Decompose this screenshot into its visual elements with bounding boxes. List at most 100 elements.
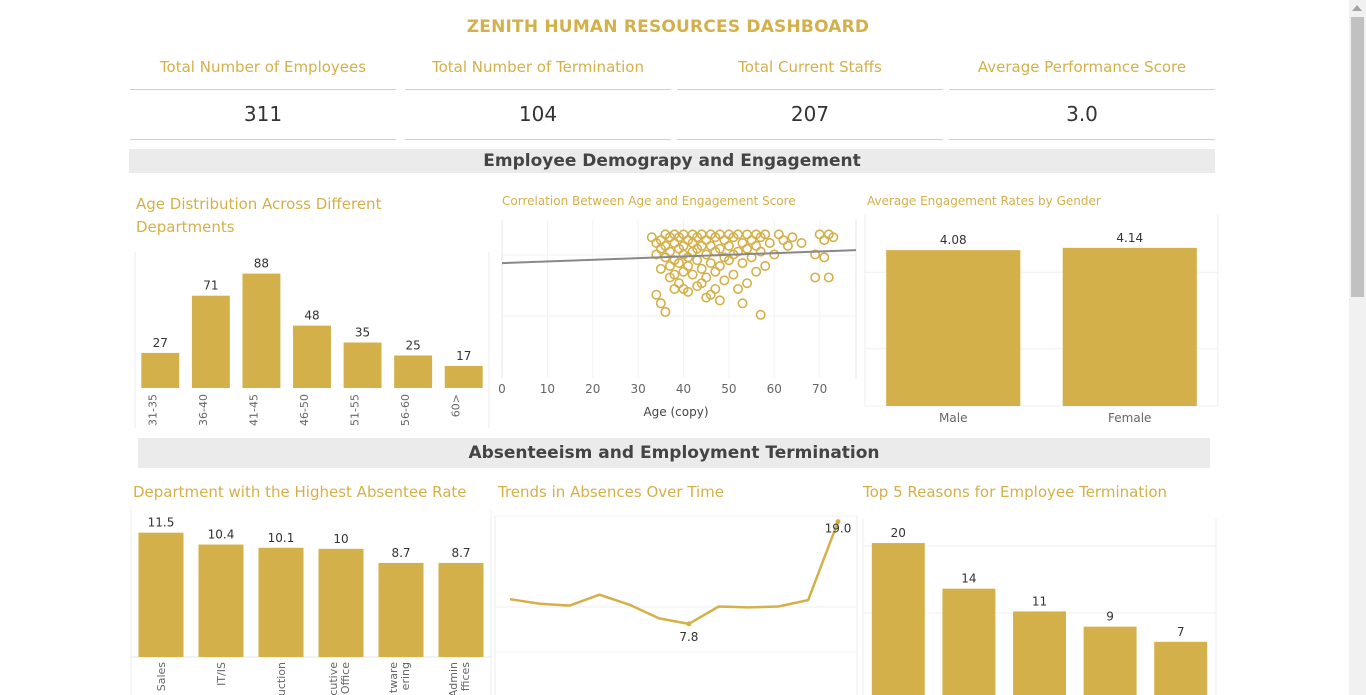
data-label: 7.8 (679, 630, 698, 644)
kpi-value: 3.0 (1066, 102, 1098, 126)
gender-engagement-title: Average Engagement Rates by Gender (867, 194, 1101, 208)
bar (394, 355, 433, 388)
scatter-point (705, 240, 716, 251)
department-absentee-chart: 11.5 Sales 10.4 IT/IS 10.1 uction 10 cutive Offi… (130, 510, 492, 695)
bar-value-label: 9 (1106, 610, 1114, 624)
scatter-point (687, 269, 698, 280)
data-point (835, 519, 841, 525)
bar-value-label: 10.4 (208, 528, 235, 542)
kpi-value: 104 (518, 102, 558, 126)
kpi-divider (677, 89, 943, 90)
x-tick-label: 40 (676, 382, 691, 396)
scatter-point (755, 309, 766, 320)
scatter-point (719, 235, 730, 246)
absence-trend-title: Trends in Absences Over Time (498, 483, 725, 501)
scatter-point (710, 266, 721, 277)
category-tick-label: 60> (450, 394, 463, 417)
kpi-divider (949, 89, 1215, 90)
scatter-point (651, 289, 662, 300)
scatter-point (719, 275, 730, 286)
category-tick-label: 46-50 (298, 394, 311, 426)
category-tick-label: 56-60 (399, 394, 412, 426)
trend-line (501, 249, 857, 265)
scatter-point (737, 298, 748, 309)
bar (1154, 641, 1208, 695)
bar (1013, 611, 1066, 695)
scatter-point (696, 263, 707, 274)
scatter-point (782, 240, 793, 251)
scatter-point (664, 260, 675, 271)
age-dist-title: Age Distribution Across Different Depart… (136, 195, 382, 236)
absence-trend-line (509, 521, 840, 626)
category-tick-label: Female (1108, 411, 1151, 425)
bar (871, 543, 925, 695)
x-tick-label: 70 (812, 382, 827, 396)
scatter-point (728, 269, 739, 280)
bar-value-label: 88 (254, 257, 269, 271)
scatter-point (751, 240, 762, 251)
bar (198, 544, 244, 657)
scatter-point (701, 249, 712, 260)
kpi-label: Total Number of Employees (159, 58, 367, 76)
scatter-point (710, 283, 721, 294)
data-label: 19.0 (825, 522, 852, 536)
x-tick-label: 20 (585, 382, 600, 396)
scatter-point (669, 269, 680, 280)
scatter-point (769, 249, 780, 260)
category-tick-label: Sales (155, 662, 168, 692)
absence-trend-chart: 7.8 19.0 (494, 515, 858, 695)
category-tick-label: Male (939, 411, 967, 425)
category-tick-label: Admin (447, 662, 460, 695)
bar-value-label: 8.7 (391, 546, 410, 560)
scatter-point (701, 292, 712, 303)
scatter-point (819, 235, 830, 246)
termination-reasons-chart: 20 14 11 9 7 (862, 518, 1217, 695)
kpi-label: Average Performance Score (977, 58, 1187, 76)
category-tick-label: 36-40 (197, 394, 210, 426)
scatter-point (646, 232, 657, 243)
category-tick-label: 51-55 (349, 394, 362, 426)
x-tick-label: 10 (540, 382, 555, 396)
kpi-value: 311 (243, 102, 283, 126)
bar (293, 325, 331, 388)
category-tick-label: ering (399, 662, 412, 690)
data-point (686, 621, 692, 627)
category-tick-label: uction (275, 662, 288, 695)
kpi-label: Total Number of Termination (431, 58, 644, 76)
kpi-divider (130, 89, 396, 90)
scatter-point (810, 272, 821, 283)
kpi-label: Total Current Staffs (738, 58, 882, 76)
bar (343, 342, 382, 388)
scatter-point (655, 298, 666, 309)
category-tick-label: 41-45 (247, 394, 260, 426)
bar-value-label: 17 (456, 349, 471, 363)
kpi-divider (130, 139, 396, 140)
x-tick-label: 30 (631, 382, 646, 396)
category-tick-label: IT/IS (215, 662, 228, 686)
scatter-point (760, 229, 771, 240)
scatter-point (742, 243, 753, 254)
scatter-point (669, 237, 680, 248)
bar-value-label: 10.1 (268, 531, 295, 545)
scatter-point (733, 283, 744, 294)
scatter-point (773, 229, 784, 240)
bar (242, 273, 281, 388)
category-tick-label: ffices (459, 662, 472, 691)
category-tick-label: tware (387, 662, 400, 693)
bar-value-label: 71 (203, 279, 218, 293)
scrollbar-thumb[interactable] (1351, 17, 1364, 297)
kpi-divider (677, 139, 943, 140)
bar (886, 250, 1021, 406)
scatter-point (669, 283, 680, 294)
kpi-divider (405, 89, 671, 90)
category-tick-label: 31-35 (146, 394, 159, 426)
category-tick-label: Office (339, 662, 352, 694)
termination-reasons-title: Top 5 Reasons for Employee Termination (863, 483, 1168, 501)
scroll-up-icon[interactable] (1352, 5, 1362, 11)
bar-value-label: 4.14 (1116, 231, 1143, 245)
bar (1062, 247, 1197, 406)
dashboard-title: ZENITH HUMAN RESOURCES DASHBOARD (466, 17, 870, 37)
scatter-point (760, 260, 771, 271)
x-axis-label: Age (copy) (643, 405, 708, 419)
scatter-point (664, 246, 675, 257)
